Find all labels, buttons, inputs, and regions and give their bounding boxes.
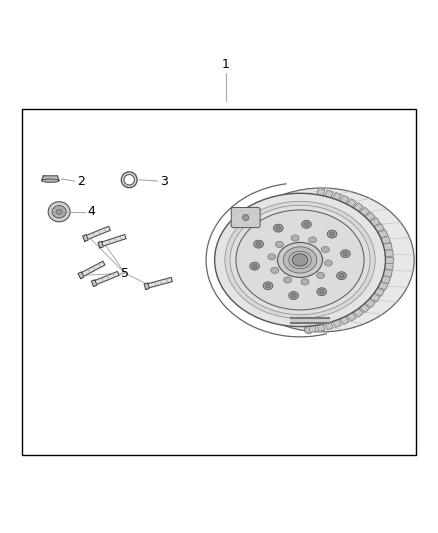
Ellipse shape (243, 214, 249, 221)
Ellipse shape (225, 201, 375, 319)
Polygon shape (325, 190, 333, 198)
Ellipse shape (42, 179, 59, 182)
Polygon shape (144, 283, 149, 289)
Text: 3: 3 (160, 175, 168, 188)
Polygon shape (98, 241, 103, 248)
FancyBboxPatch shape (231, 207, 260, 228)
Ellipse shape (265, 284, 271, 288)
Ellipse shape (343, 252, 348, 256)
Ellipse shape (289, 292, 298, 300)
Polygon shape (353, 309, 363, 317)
Ellipse shape (292, 254, 308, 266)
Ellipse shape (283, 277, 291, 283)
Polygon shape (148, 277, 172, 288)
Polygon shape (292, 318, 329, 323)
Ellipse shape (304, 222, 309, 227)
Polygon shape (81, 261, 105, 276)
Ellipse shape (309, 237, 317, 243)
Polygon shape (370, 294, 380, 302)
Polygon shape (381, 276, 390, 284)
Polygon shape (347, 199, 357, 207)
Ellipse shape (236, 210, 364, 310)
Polygon shape (385, 257, 393, 263)
Polygon shape (317, 324, 325, 332)
Ellipse shape (276, 241, 283, 247)
Ellipse shape (301, 279, 309, 285)
Ellipse shape (325, 260, 332, 266)
Polygon shape (378, 230, 388, 238)
Ellipse shape (250, 262, 259, 270)
Polygon shape (360, 207, 370, 216)
Text: 2: 2 (77, 175, 85, 188)
Polygon shape (374, 288, 384, 296)
Polygon shape (42, 176, 59, 181)
Ellipse shape (252, 264, 257, 269)
Ellipse shape (271, 268, 279, 273)
Ellipse shape (254, 240, 263, 248)
Polygon shape (332, 192, 341, 200)
Polygon shape (385, 263, 393, 270)
Polygon shape (340, 316, 349, 325)
Ellipse shape (327, 230, 337, 238)
Text: 4: 4 (88, 205, 95, 218)
Polygon shape (86, 227, 110, 239)
Polygon shape (332, 319, 341, 327)
Polygon shape (360, 304, 370, 312)
Text: 5: 5 (121, 266, 129, 280)
Polygon shape (381, 237, 390, 244)
Polygon shape (317, 189, 325, 196)
Ellipse shape (276, 226, 281, 230)
Ellipse shape (329, 232, 335, 236)
Polygon shape (325, 322, 333, 330)
Ellipse shape (337, 272, 346, 280)
Ellipse shape (291, 235, 299, 241)
Polygon shape (92, 280, 97, 286)
Polygon shape (370, 218, 380, 227)
Ellipse shape (341, 250, 350, 257)
Polygon shape (102, 235, 126, 246)
Polygon shape (365, 213, 375, 221)
Polygon shape (95, 271, 119, 285)
Ellipse shape (263, 282, 273, 290)
Polygon shape (83, 235, 88, 241)
Ellipse shape (278, 243, 322, 277)
Polygon shape (340, 195, 349, 204)
Ellipse shape (302, 220, 311, 228)
Ellipse shape (304, 326, 313, 334)
Ellipse shape (317, 272, 325, 278)
Bar (22, 109, 416, 455)
Ellipse shape (274, 224, 283, 232)
Polygon shape (374, 224, 384, 232)
Polygon shape (365, 299, 375, 308)
Polygon shape (383, 270, 392, 277)
Ellipse shape (230, 205, 370, 314)
Ellipse shape (215, 193, 385, 327)
Polygon shape (383, 243, 392, 251)
Ellipse shape (256, 242, 261, 246)
Polygon shape (353, 203, 363, 212)
Ellipse shape (230, 188, 414, 332)
Ellipse shape (268, 254, 276, 260)
Polygon shape (309, 326, 316, 333)
Ellipse shape (339, 273, 344, 278)
Polygon shape (347, 312, 357, 321)
Ellipse shape (52, 206, 66, 218)
Ellipse shape (321, 246, 329, 253)
Ellipse shape (317, 288, 326, 296)
Ellipse shape (289, 251, 311, 269)
Ellipse shape (319, 289, 324, 294)
Polygon shape (78, 272, 84, 279)
Polygon shape (385, 250, 393, 256)
Polygon shape (378, 282, 388, 290)
Ellipse shape (121, 172, 137, 188)
Ellipse shape (291, 293, 296, 298)
Ellipse shape (124, 174, 134, 185)
Ellipse shape (56, 209, 62, 214)
Text: 1: 1 (222, 58, 230, 71)
Ellipse shape (283, 247, 317, 273)
Ellipse shape (48, 201, 70, 222)
